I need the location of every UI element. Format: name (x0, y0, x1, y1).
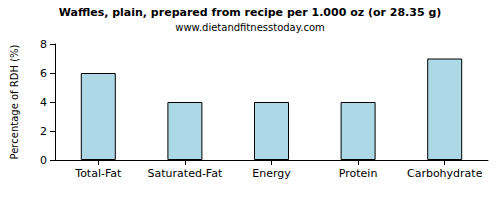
svg-text:Saturated-Fat: Saturated-Fat (148, 167, 223, 180)
svg-text:4: 4 (40, 96, 47, 109)
svg-text:Energy: Energy (252, 167, 291, 180)
svg-text:www.dietandfitnesstoday.com: www.dietandfitnesstoday.com (175, 22, 324, 33)
svg-text:Total-Fat: Total-Fat (74, 167, 122, 180)
svg-text:2: 2 (40, 125, 47, 138)
svg-text:Waffles, plain, prepared from: Waffles, plain, prepared from recipe per… (59, 6, 442, 19)
svg-text:8: 8 (40, 38, 47, 51)
svg-text:0: 0 (40, 154, 47, 167)
svg-text:Percentage of RDH (%): Percentage of RDH (%) (9, 44, 20, 159)
svg-text:6: 6 (40, 67, 47, 80)
svg-text:Protein: Protein (339, 167, 378, 180)
svg-text:Carbohydrate: Carbohydrate (407, 167, 483, 180)
